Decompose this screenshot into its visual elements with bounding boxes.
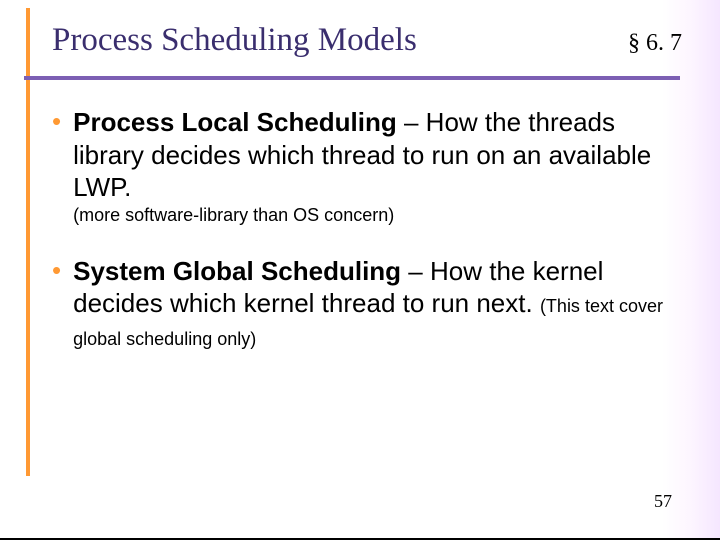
bullet-item: • Process Local Scheduling – How the thr… xyxy=(52,106,672,227)
title-divider xyxy=(24,76,680,80)
bullet-text: Process Local Scheduling – How the threa… xyxy=(73,106,672,227)
bullet-subnote: (more software-library than OS concern) xyxy=(73,204,672,227)
content-area: • Process Local Scheduling – How the thr… xyxy=(52,106,672,380)
slide-title: Process Scheduling Models xyxy=(52,22,417,59)
bullet-bold-lead: System Global Scheduling xyxy=(73,256,401,286)
bullet-bold-lead: Process Local Scheduling xyxy=(73,107,397,137)
slide-container: Process Scheduling Models § 6. 7 • Proce… xyxy=(0,0,720,540)
bullet-marker-icon: • xyxy=(52,106,61,227)
page-number: 57 xyxy=(654,491,672,512)
bullet-text: System Global Scheduling – How the kerne… xyxy=(73,255,672,353)
slide-header: Process Scheduling Models § 6. 7 xyxy=(52,22,682,59)
bullet-marker-icon: • xyxy=(52,255,61,353)
section-reference: § 6. 7 xyxy=(628,30,682,57)
bullet-item: • System Global Scheduling – How the ker… xyxy=(52,255,672,353)
